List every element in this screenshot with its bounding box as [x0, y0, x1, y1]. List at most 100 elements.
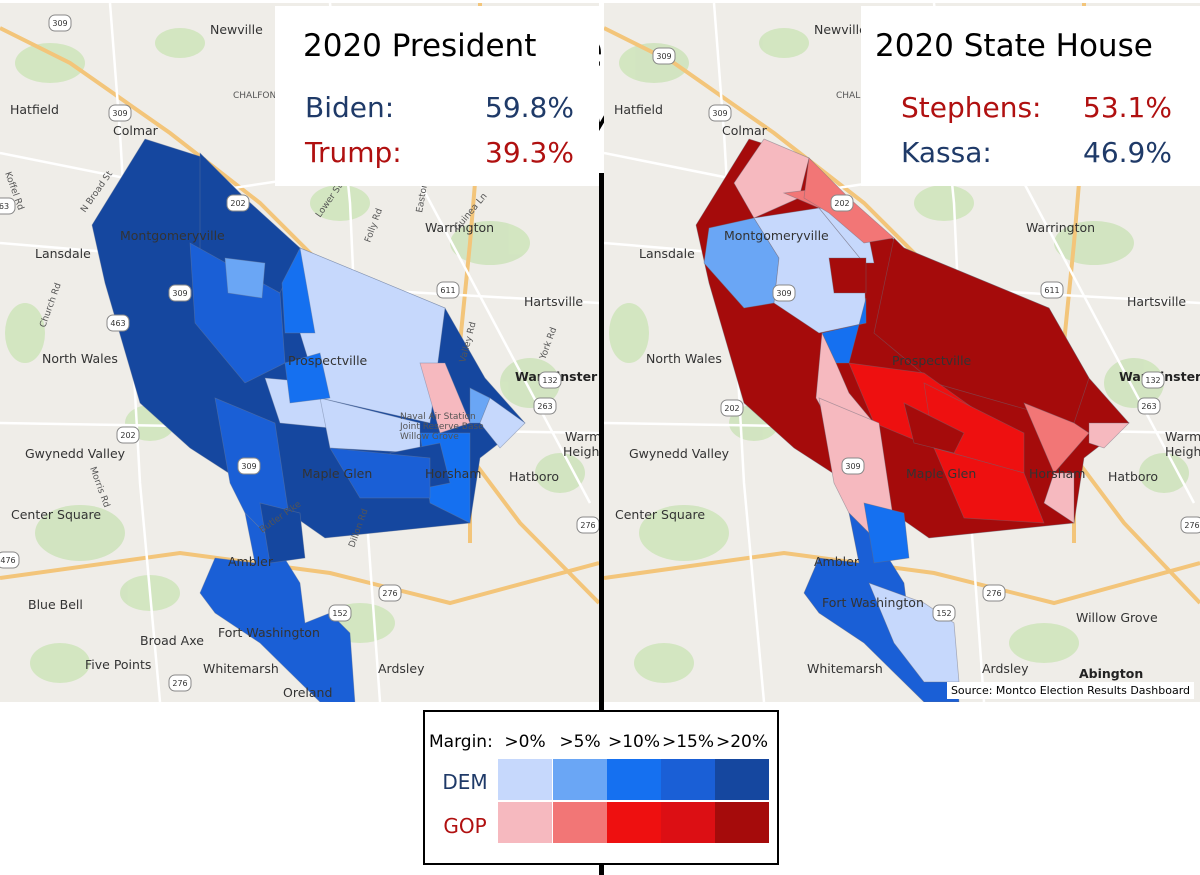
svg-text:276: 276: [382, 589, 397, 598]
svg-text:Lansdale: Lansdale: [639, 246, 695, 261]
legend-swatch-gop-0: [498, 802, 552, 843]
results-box-state-house: 2020 State House Stephens: 53.1% Kassa: …: [861, 6, 1200, 186]
svg-text:CHAL: CHAL: [836, 91, 860, 101]
svg-text:Fort Washington: Fort Washington: [218, 625, 320, 640]
svg-text:Naval Air Station: Naval Air Station: [400, 412, 476, 422]
svg-text:463: 463: [110, 319, 125, 328]
svg-text:Heights: Heights: [1165, 444, 1200, 459]
svg-text:202: 202: [724, 404, 739, 413]
svg-text:276: 276: [986, 589, 1001, 598]
legend-swatch-gop-1: [553, 802, 607, 843]
svg-text:Montgomeryville: Montgomeryville: [120, 228, 225, 243]
candidate-name: Kassa:: [901, 136, 992, 169]
legend-swatch-dem-1: [553, 759, 607, 800]
svg-text:309: 309: [776, 289, 791, 298]
legend-threshold: >0%: [504, 732, 546, 752]
place-labels-right: Newville Hatfield Colmar Montgomeryville…: [614, 22, 1200, 681]
svg-text:Center Square: Center Square: [11, 507, 101, 522]
legend-swatch-dem-0: [498, 759, 552, 800]
svg-text:Newville: Newville: [210, 22, 263, 37]
svg-text:Hatfield: Hatfield: [614, 102, 663, 117]
svg-text:263: 263: [1141, 402, 1156, 411]
margin-legend: Margin: >0% >5% >10% >15% >20% DEM GOP: [423, 710, 779, 865]
svg-text:309: 309: [52, 19, 67, 28]
legend-row-label-dem: DEM: [442, 770, 488, 794]
svg-text:152: 152: [332, 609, 347, 618]
legend-threshold: >10%: [607, 732, 661, 752]
legend-threshold: >20%: [715, 732, 769, 752]
svg-text:Lansdale: Lansdale: [35, 246, 91, 261]
legend-threshold: >5%: [559, 732, 601, 752]
svg-text:309: 309: [712, 109, 727, 118]
candidate-name: Biden:: [305, 91, 395, 124]
results-box-president: 2020 President Biden: 59.8% Trump: 39.3%: [275, 6, 599, 186]
svg-text:309: 309: [172, 289, 187, 298]
svg-text:202: 202: [230, 199, 245, 208]
candidate-name: Stephens:: [901, 91, 1042, 124]
legend-swatch-gop-4: [715, 802, 769, 843]
candidate-pct: 53.1%: [1083, 91, 1172, 124]
svg-text:Broad Axe: Broad Axe: [140, 633, 204, 648]
svg-text:Willow Grove: Willow Grove: [1076, 610, 1158, 625]
svg-text:Hatboro: Hatboro: [509, 469, 559, 484]
candidate-pct: 59.8%: [485, 91, 574, 124]
svg-text:611: 611: [1044, 286, 1059, 295]
svg-text:Prospectville: Prospectville: [892, 353, 972, 368]
legend-swatch-gop-3: [661, 802, 715, 843]
svg-text:Warminster: Warminster: [565, 429, 599, 444]
svg-text:Ardsley: Ardsley: [982, 661, 1029, 676]
svg-text:Hatfield: Hatfield: [10, 102, 59, 117]
svg-text:Horsham: Horsham: [1029, 466, 1085, 481]
svg-text:132: 132: [1145, 376, 1160, 385]
svg-text:309: 309: [656, 52, 671, 61]
svg-text:276: 276: [1184, 521, 1199, 530]
candidate-pct: 39.3%: [485, 136, 574, 169]
legend-swatch-gop-2: [607, 802, 661, 843]
svg-text:North Wales: North Wales: [646, 351, 722, 366]
svg-text:152: 152: [936, 609, 951, 618]
svg-text:Hartsville: Hartsville: [1127, 294, 1186, 309]
svg-text:63: 63: [0, 202, 9, 211]
svg-text:Warrington: Warrington: [425, 220, 494, 235]
svg-text:Hatboro: Hatboro: [1108, 469, 1158, 484]
svg-text:Maple Glen: Maple Glen: [302, 466, 372, 481]
svg-text:Joint Reserve Base: Joint Reserve Base: [399, 422, 484, 432]
basemap-left: Newville Hatfield Colmar Montgomeryville…: [0, 3, 599, 702]
legend-swatch-dem-2: [607, 759, 661, 800]
svg-text:Ambler: Ambler: [228, 554, 274, 569]
legend-swatch-dem-4: [715, 759, 769, 800]
svg-text:276: 276: [580, 521, 595, 530]
svg-text:Gwynedd Valley: Gwynedd Valley: [629, 446, 730, 461]
svg-text:Fort Washington: Fort Washington: [822, 595, 924, 610]
svg-text:CHALFONT: CHALFONT: [233, 91, 282, 101]
svg-text:Center Square: Center Square: [615, 507, 705, 522]
svg-text:Oreland: Oreland: [283, 685, 332, 700]
right-map-panel: Newville Hatfield Colmar Montgomeryville…: [604, 3, 1200, 702]
svg-text:202: 202: [120, 431, 135, 440]
svg-text:132: 132: [542, 376, 557, 385]
results-title: 2020 State House: [875, 28, 1153, 64]
svg-text:Whitemarsh: Whitemarsh: [203, 661, 279, 676]
legend-threshold: >15%: [661, 732, 715, 752]
svg-text:Whitemarsh: Whitemarsh: [807, 661, 883, 676]
svg-text:309: 309: [845, 462, 860, 471]
svg-text:Ambler: Ambler: [814, 554, 860, 569]
candidate-pct: 46.9%: [1083, 136, 1172, 169]
svg-text:263: 263: [537, 402, 552, 411]
svg-text:Colmar: Colmar: [722, 123, 768, 138]
svg-text:476: 476: [0, 556, 15, 565]
svg-text:Heights: Heights: [563, 444, 599, 459]
svg-text:Willow Grove: Willow Grove: [400, 432, 459, 442]
svg-text:611: 611: [440, 286, 455, 295]
svg-text:309: 309: [241, 462, 256, 471]
svg-text:276: 276: [172, 679, 187, 688]
svg-text:Maple Glen: Maple Glen: [906, 466, 976, 481]
legend-swatch-dem-3: [661, 759, 715, 800]
legend-row-label-gop: GOP: [443, 814, 487, 838]
svg-text:Ardsley: Ardsley: [378, 661, 425, 676]
results-title: 2020 President: [303, 28, 537, 64]
panel-divider: [599, 173, 604, 875]
svg-text:Horsham: Horsham: [425, 466, 481, 481]
left-map-panel: Newville Hatfield Colmar Montgomeryville…: [0, 3, 599, 702]
svg-text:Five Points: Five Points: [85, 657, 151, 672]
